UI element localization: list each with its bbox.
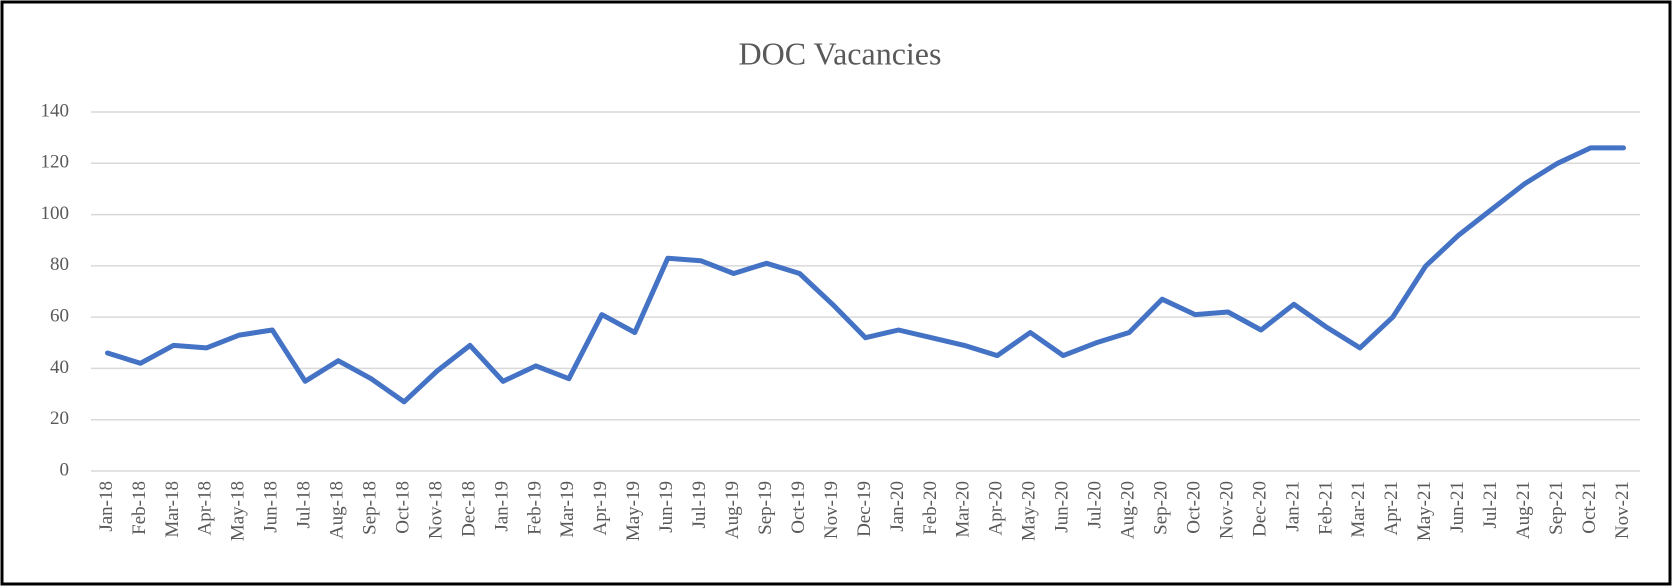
x-tick-label: Jun-19 — [656, 481, 677, 533]
x-tick-label: Mar-21 — [1348, 481, 1369, 538]
x-tick-label: May-18 — [228, 481, 249, 541]
x-tick-label: Aug-21 — [1513, 481, 1534, 539]
x-tick-label: Jan-20 — [887, 481, 908, 532]
x-tick-label: Feb-21 — [1315, 481, 1336, 535]
x-tick-label: Apr-18 — [195, 481, 216, 536]
x-tick-label: Jan-21 — [1282, 481, 1303, 532]
x-tick-label: Nov-21 — [1612, 481, 1633, 539]
x-tick-label: May-21 — [1414, 481, 1435, 541]
x-tick-label: Mar-19 — [557, 481, 578, 538]
y-tick-label: 40 — [50, 357, 69, 378]
x-tick-label: Sep-21 — [1546, 481, 1567, 535]
x-tick-label: Oct-21 — [1579, 481, 1600, 534]
x-tick-label: Jan-18 — [96, 481, 117, 532]
x-tick-label: Aug-18 — [327, 481, 348, 539]
x-tick-label: May-19 — [623, 481, 644, 541]
y-tick-label: 20 — [50, 408, 69, 429]
x-tick-label: Jun-18 — [261, 481, 282, 533]
x-tick-label: Jul-20 — [1085, 481, 1106, 529]
x-tick-label: Apr-21 — [1381, 481, 1402, 536]
x-tick-label: Nov-18 — [425, 481, 446, 539]
y-tick-label: 140 — [41, 100, 70, 121]
x-tick-label: Mar-20 — [953, 481, 974, 538]
x-tick-label: Jul-19 — [689, 481, 710, 529]
x-tick-label: Jan-19 — [491, 481, 512, 532]
x-tick-label: Nov-19 — [821, 481, 842, 539]
x-tick-label: Apr-20 — [986, 481, 1007, 536]
x-tick-label: Feb-18 — [129, 481, 150, 535]
x-tick-label: Feb-20 — [920, 481, 941, 535]
y-tick-label: 80 — [50, 254, 69, 275]
x-tick-label: May-20 — [1019, 481, 1040, 541]
x-tick-label: Dec-20 — [1249, 481, 1270, 537]
x-tick-label: Sep-19 — [755, 481, 776, 535]
x-tick-label: Aug-19 — [722, 481, 743, 539]
x-tick-label: Oct-19 — [788, 481, 809, 534]
x-tick-label: Sep-20 — [1150, 481, 1171, 535]
y-tick-label: 0 — [60, 459, 70, 480]
x-tick-label: Jun-20 — [1052, 481, 1073, 533]
data-line — [105, 145, 1626, 405]
x-tick-label: Oct-18 — [392, 481, 413, 534]
x-tick-label: Mar-18 — [162, 481, 183, 538]
y-tick-label: 100 — [41, 203, 70, 224]
x-tick-label: Apr-19 — [590, 481, 611, 536]
x-tick-label: Jul-21 — [1480, 481, 1501, 529]
x-tick-label: Oct-20 — [1183, 481, 1204, 534]
x-tick-label: Dec-18 — [458, 481, 479, 537]
x-tick-label: Aug-20 — [1118, 481, 1139, 539]
x-tick-label: Jun-21 — [1447, 481, 1468, 533]
y-tick-label: 120 — [41, 152, 70, 173]
x-tick-label: Sep-18 — [359, 481, 380, 535]
chart-title: DOC Vacancies — [739, 35, 942, 71]
x-tick-label: Dec-19 — [854, 481, 875, 537]
x-tick-label: Jul-18 — [294, 481, 315, 529]
x-tick-label: Nov-20 — [1216, 481, 1237, 539]
y-tick-label: 60 — [50, 306, 69, 327]
x-tick-label: Feb-19 — [524, 481, 545, 535]
